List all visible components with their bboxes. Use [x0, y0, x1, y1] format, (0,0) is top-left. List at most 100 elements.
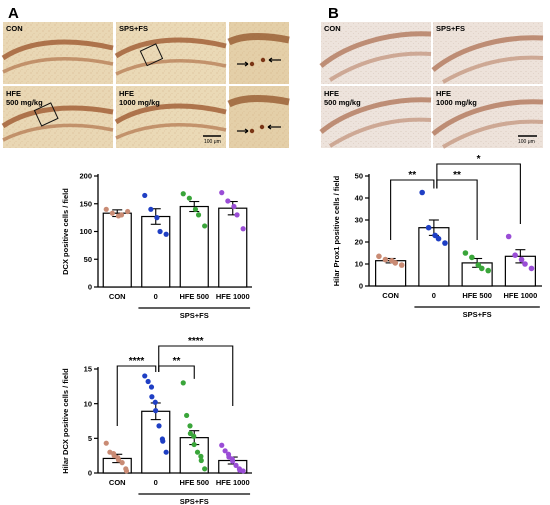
- bar: [141, 410, 171, 474]
- x-tick-label: CON: [382, 291, 399, 300]
- scale-bar-label: 100 μm: [204, 139, 221, 145]
- chart-a-top: 0 50 100 150 200 DCX positive cells / field CO…: [61, 172, 252, 320]
- data-point: [186, 195, 192, 201]
- data-point: [142, 192, 148, 199]
- data-point: [219, 442, 225, 448]
- data-point: [163, 449, 169, 455]
- y-tick-label: 150: [79, 199, 92, 208]
- micrograph-label: 500 mg/kg: [6, 98, 43, 107]
- data-point: [195, 212, 202, 218]
- micrograph-label: HFE: [324, 89, 339, 98]
- y-tick-label: 0: [359, 282, 363, 291]
- data-point: [154, 215, 160, 221]
- x-tick-label: HFE 500: [462, 291, 492, 300]
- x-tick-label: CON: [109, 292, 126, 301]
- data-point: [109, 210, 115, 216]
- panel-letter-b: B: [328, 5, 339, 22]
- data-point: [234, 212, 240, 218]
- micrograph-a-hfe500-zoom: [227, 86, 290, 148]
- significance-label: *: [477, 154, 481, 165]
- micrograph-a-sps-zoom: [227, 22, 290, 84]
- data-point: [152, 399, 158, 405]
- micrograph-a-hfe500: HFE 500 mg/kg: [1, 86, 114, 148]
- data-point: [180, 380, 186, 386]
- inset-box: [33, 102, 59, 127]
- micrograph-label: SPS+FS: [436, 24, 465, 33]
- data-point: [225, 198, 231, 204]
- data-point: [153, 408, 159, 414]
- micrograph-label: CON: [6, 24, 23, 33]
- significance-label: **: [453, 170, 461, 181]
- y-tick-label: 100: [79, 227, 92, 236]
- data-point: [194, 449, 201, 455]
- inset-box: [139, 43, 164, 67]
- significance-label: **: [173, 356, 181, 367]
- data-point: [435, 235, 442, 242]
- data-point: [103, 206, 109, 212]
- data-point: [118, 212, 125, 218]
- micrograph-a-sps: SPS+FS: [114, 22, 227, 84]
- y-tick-label: 10: [84, 399, 92, 408]
- data-point: [160, 438, 166, 444]
- significance-bracket: [158, 345, 234, 406]
- x-tick-label: HFE 1000: [216, 478, 250, 487]
- micrograph-b-con: CON: [319, 22, 432, 84]
- data-point: [156, 423, 162, 429]
- data-point: [202, 466, 208, 472]
- y-axis-title: DCX positive cells / field: [61, 188, 70, 275]
- micrograph-label: 1000 mg/kg: [119, 98, 160, 107]
- data-point: [148, 206, 154, 212]
- x-tick-label: HFE 500: [179, 478, 209, 487]
- data-point: [522, 261, 528, 267]
- data-point: [485, 267, 492, 274]
- significance-bracket: [436, 163, 521, 224]
- significance-label: ****: [129, 356, 145, 367]
- data-point: [219, 190, 225, 196]
- data-point: [230, 458, 236, 464]
- x-tick-label: 0: [154, 478, 158, 487]
- x-tick-label: HFE 1000: [216, 292, 250, 301]
- data-point: [202, 223, 208, 229]
- micrograph-a-hfe1000: HFE 1000 mg/kg 100 μm: [114, 86, 227, 148]
- data-point: [518, 256, 525, 263]
- group-label: SPS+FS: [463, 310, 492, 319]
- data-point: [462, 250, 469, 256]
- chart-b-main: 0 10 20 30 40 50 Hilar Prox1 positive cells / …: [332, 154, 542, 319]
- significance-bracket: [390, 179, 435, 240]
- bar: [179, 205, 209, 288]
- significance-bracket: [158, 365, 195, 379]
- data-point: [442, 240, 448, 246]
- y-tick-label: 0: [88, 469, 92, 478]
- data-point: [392, 260, 399, 266]
- data-point: [398, 262, 405, 268]
- data-point: [382, 256, 389, 263]
- bar: [141, 215, 171, 288]
- y-tick-label: 40: [355, 194, 363, 203]
- significance-label: ****: [188, 336, 204, 347]
- y-tick-label: 15: [84, 365, 92, 374]
- micrograph-label: HFE: [436, 89, 451, 98]
- scale-bar-label: 100 μm: [518, 139, 535, 145]
- data-point: [231, 203, 237, 210]
- micrograph-label: SPS+FS: [119, 24, 148, 33]
- data-point: [148, 384, 155, 390]
- data-point: [145, 378, 151, 385]
- micrograph-label: HFE: [119, 89, 134, 98]
- data-point: [505, 233, 512, 240]
- data-point: [376, 253, 382, 260]
- data-point: [240, 468, 246, 474]
- data-point: [184, 412, 190, 419]
- data-point: [469, 254, 475, 261]
- data-point: [187, 423, 193, 429]
- data-point: [425, 224, 432, 231]
- data-point: [123, 468, 130, 474]
- data-point: [115, 457, 122, 463]
- group-label: SPS+FS: [180, 497, 209, 505]
- data-point: [528, 265, 535, 272]
- y-tick-label: 0: [88, 283, 92, 292]
- y-tick-label: 200: [79, 172, 92, 181]
- y-axis-title: Hilar DCX positive cells / field: [61, 368, 70, 474]
- data-point: [233, 462, 239, 468]
- data-point: [149, 394, 155, 400]
